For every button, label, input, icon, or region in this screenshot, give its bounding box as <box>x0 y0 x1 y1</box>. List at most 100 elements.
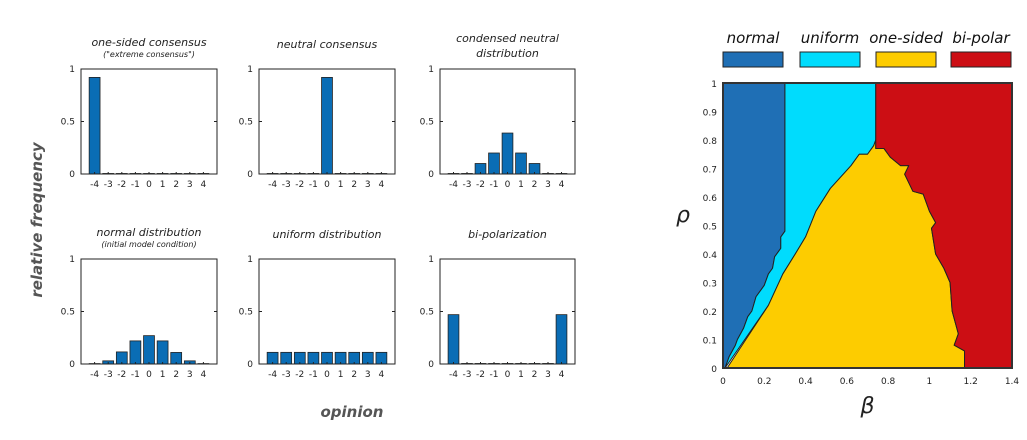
y-tick-label: 0.5 <box>61 308 75 318</box>
x-tick-label: 0 <box>324 180 330 190</box>
x-tick-label: 2 <box>173 180 179 190</box>
legend-swatch <box>722 51 784 68</box>
x-tick-label: 1.4 <box>1005 377 1020 387</box>
x-tick-label: 1 <box>338 180 344 190</box>
y-tick-label: 0.3 <box>703 280 717 290</box>
bar <box>88 77 101 175</box>
x-tick-label: 0.6 <box>840 377 855 387</box>
x-tick-label: 3 <box>187 180 193 190</box>
x-tick-label: -3 <box>282 370 291 380</box>
x-tick-label: 4 <box>559 180 565 190</box>
axes-box <box>439 68 576 175</box>
x-tick-label: 0.2 <box>757 377 771 387</box>
x-tick-label: -2 <box>476 180 485 190</box>
y-tick-label: 0 <box>247 360 253 370</box>
bar <box>555 314 568 365</box>
y-tick-label: 1 <box>711 80 717 90</box>
x-tick-label: -4 <box>268 180 277 190</box>
x-tick-label: -1 <box>131 180 140 190</box>
y-tick-label: 0.5 <box>61 118 75 128</box>
x-tick-label: 3 <box>365 180 371 190</box>
x-tick-label: 1.2 <box>964 377 978 387</box>
axes-box <box>722 82 1013 369</box>
y-tick-label: 0.8 <box>703 137 718 147</box>
y-tick-label: 1 <box>428 65 434 75</box>
axes-box <box>80 68 218 175</box>
x-tick-label: -2 <box>295 180 304 190</box>
bar-chart-2: neutral consensus-4 -3 -2 -1 0 1 2 3 400.51 <box>239 38 396 190</box>
x-tick-label: 1 <box>160 370 166 380</box>
bar <box>515 152 527 175</box>
y-tick-label: 0.5 <box>239 308 253 318</box>
y-tick-label: 0.2 <box>703 308 717 318</box>
y-tick-label: 0 <box>247 170 253 180</box>
chart-title: one-sided consensus <box>91 36 206 49</box>
y-tick-label: 0.4 <box>703 251 718 261</box>
x-tick-label: 3 <box>365 370 371 380</box>
chart-title: uniform distribution <box>272 228 381 241</box>
axes-box <box>439 258 576 365</box>
legend-label: bi-polar <box>952 29 1010 47</box>
bar-chart-5: uniform distribution-4 -3 -2 -1 0 1 2 3 400.51 <box>239 228 396 380</box>
y-tick-label: 0.5 <box>703 223 717 233</box>
y-tick-label: 0 <box>69 360 75 370</box>
x-tick-label: -3 <box>104 180 113 190</box>
y-tick-label: 0.5 <box>420 308 434 318</box>
y-tick-label: 0.7 <box>703 166 717 176</box>
phase-diagram: 0 0.2 0.4 0.6 0.8 1 1.2 1.4 0 0.1 0.2 0.3 0.4 0.5 0.6 0… <box>676 29 1019 419</box>
y-tick-label: 1 <box>69 65 75 75</box>
bar-chart-1: one-sided consensus("extreme consensus")… <box>61 36 218 190</box>
axes-box <box>80 258 218 365</box>
x-tick-label: -2 <box>295 370 304 380</box>
x-tick-label: -3 <box>282 180 291 190</box>
legend-item-one-sided: one-sided <box>869 29 943 68</box>
x-axis-label-opinion: opinion <box>321 403 384 421</box>
legend-item-uniform: uniform <box>799 29 861 68</box>
x-tick-label: 1 <box>338 370 344 380</box>
bar <box>129 340 142 365</box>
y-tick-label: 0 <box>428 360 434 370</box>
y-tick-label: 0.5 <box>420 118 434 128</box>
bar-chart-4: normal distribution(initial model condit… <box>61 226 218 380</box>
x-tick-label: 1 <box>518 180 524 190</box>
y-tick-label: 1 <box>247 255 253 265</box>
x-tick-label: 1 <box>160 180 166 190</box>
bar-chart-6: bi-polarization-4 -3 -2 -1 0 1 2 3 400.51 <box>420 228 576 380</box>
legend-swatch <box>875 51 937 68</box>
x-tick-label: -4 <box>268 370 277 380</box>
x-tick-label: -3 <box>463 370 472 380</box>
x-tick-label: 1 <box>518 370 524 380</box>
x-tick-label: -2 <box>476 370 485 380</box>
chart-subtitle: ("extreme consensus") <box>103 50 195 59</box>
x-tick-label: 4 <box>201 370 207 380</box>
x-tick-label: 4 <box>559 370 565 380</box>
legend-label: one-sided <box>869 29 943 47</box>
x-tick-label: 2 <box>351 180 357 190</box>
axes-box <box>258 258 396 365</box>
legend-label: uniform <box>801 29 859 47</box>
chart-subtitle: (initial model condition) <box>101 240 196 249</box>
x-tick-label: 4 <box>379 370 385 380</box>
legend-item-normal: normal <box>722 29 784 68</box>
legend-item-bi-polar: bi-polar <box>950 29 1012 68</box>
y-tick-label: 0 <box>711 365 717 375</box>
x-tick-label: 3 <box>545 180 551 190</box>
x-tick-label: 3 <box>187 370 193 380</box>
x-tick-label: -4 <box>449 370 458 380</box>
y-axis-label-relative-frequency: relative frequency <box>28 141 46 298</box>
x-tick-label: 4 <box>379 180 385 190</box>
x-tick-label: -4 <box>449 180 458 190</box>
bar <box>321 77 333 175</box>
bar <box>156 340 169 365</box>
x-tick-label: 1 <box>927 377 933 387</box>
x-tick-label: -4 <box>90 180 99 190</box>
x-tick-label: 0 <box>146 370 152 380</box>
x-tick-label: 0.4 <box>798 377 813 387</box>
x-tick-label: -3 <box>104 370 113 380</box>
y-tick-label: 0.6 <box>703 194 718 204</box>
chart-subtitle: distribution <box>476 47 539 60</box>
y-tick-label: 0 <box>69 170 75 180</box>
x-tick-label: 2 <box>532 370 538 380</box>
x-tick-label: -4 <box>90 370 99 380</box>
